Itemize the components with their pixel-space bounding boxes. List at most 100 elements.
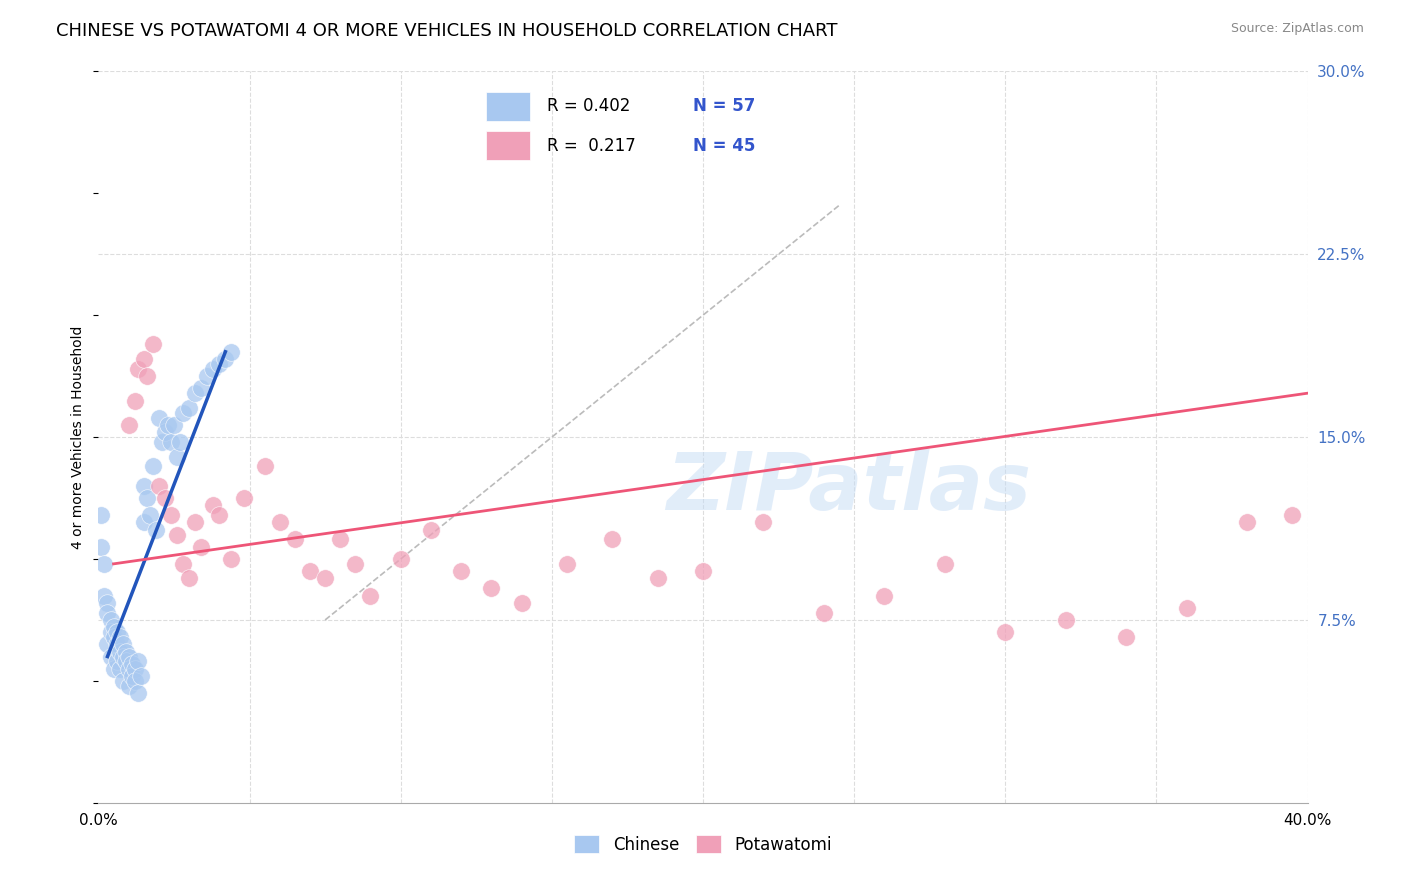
Point [135, 369, 157, 384]
Text: Source: ZipAtlas.com: Source: ZipAtlas.com [1230, 22, 1364, 36]
Point [221, 344, 243, 359]
Point [389, 552, 412, 566]
Point [1236, 516, 1258, 530]
Point [121, 669, 143, 683]
Point [111, 649, 134, 664]
Point [1115, 630, 1137, 644]
Point [299, 564, 322, 578]
Point [111, 673, 134, 688]
Legend: Chinese, Potawatomi: Chinese, Potawatomi [568, 829, 838, 860]
Point [90, 540, 112, 554]
Point [184, 516, 207, 530]
Point [160, 434, 183, 449]
Point [253, 459, 276, 474]
Point [208, 357, 231, 371]
Point [329, 533, 352, 547]
Point [100, 625, 122, 640]
Point [169, 434, 191, 449]
Point [481, 581, 503, 595]
Point [108, 662, 131, 676]
Point [873, 589, 896, 603]
Point [145, 523, 167, 537]
Point [111, 637, 134, 651]
Point [190, 381, 212, 395]
Point [142, 337, 165, 351]
Point [108, 630, 131, 644]
Point [114, 654, 136, 668]
Point [202, 499, 225, 513]
Point [602, 533, 624, 547]
Point [184, 386, 207, 401]
Point [105, 625, 128, 640]
Point [190, 540, 212, 554]
Text: CHINESE VS POTAWATOMI 4 OR MORE VEHICLES IN HOUSEHOLD CORRELATION CHART: CHINESE VS POTAWATOMI 4 OR MORE VEHICLES… [56, 22, 838, 40]
Point [129, 669, 152, 683]
Point [114, 645, 136, 659]
Point [314, 572, 336, 586]
Point [156, 417, 179, 432]
Point [150, 434, 173, 449]
Point [284, 533, 307, 547]
Point [148, 479, 170, 493]
Point [132, 479, 155, 493]
Point [1054, 613, 1077, 627]
Point [127, 686, 149, 700]
Point [100, 649, 122, 664]
Point [172, 406, 194, 420]
Point [118, 649, 141, 664]
Point [124, 662, 146, 676]
Point [118, 417, 141, 432]
Point [124, 393, 146, 408]
Point [103, 620, 125, 634]
Point [344, 557, 367, 571]
Point [105, 654, 128, 668]
Point [103, 630, 125, 644]
Y-axis label: 4 or more Vehicles in Household: 4 or more Vehicles in Household [72, 326, 86, 549]
Point [555, 557, 578, 571]
Point [166, 527, 188, 541]
Point [166, 450, 188, 464]
Point [752, 516, 775, 530]
Point [172, 557, 194, 571]
Point [142, 459, 165, 474]
Point [118, 679, 141, 693]
Point [118, 662, 141, 676]
Point [934, 557, 956, 571]
Point [195, 369, 218, 384]
Point [93, 557, 115, 571]
Point [202, 361, 225, 376]
Point [450, 564, 472, 578]
Point [132, 352, 155, 367]
Point [100, 613, 122, 627]
Point [153, 491, 176, 505]
Point [96, 637, 118, 651]
Point [108, 645, 131, 659]
Point [510, 596, 533, 610]
Point [179, 401, 201, 415]
Point [153, 425, 176, 440]
Point [139, 508, 162, 522]
Point [127, 654, 149, 668]
Point [647, 572, 669, 586]
Point [148, 410, 170, 425]
Point [96, 596, 118, 610]
Point [692, 564, 714, 578]
Point [179, 572, 201, 586]
Point [96, 606, 118, 620]
Point [103, 662, 125, 676]
Point [135, 491, 157, 505]
Point [105, 637, 128, 651]
Point [121, 657, 143, 671]
Point [124, 673, 146, 688]
Point [994, 625, 1017, 640]
Point [132, 516, 155, 530]
Point [214, 352, 236, 367]
Point [160, 508, 183, 522]
Point [1175, 600, 1198, 615]
Point [163, 417, 186, 432]
Text: ZIPatlas: ZIPatlas [665, 450, 1031, 527]
Point [208, 508, 231, 522]
Point [232, 491, 254, 505]
Point [269, 516, 291, 530]
Point [90, 508, 112, 522]
